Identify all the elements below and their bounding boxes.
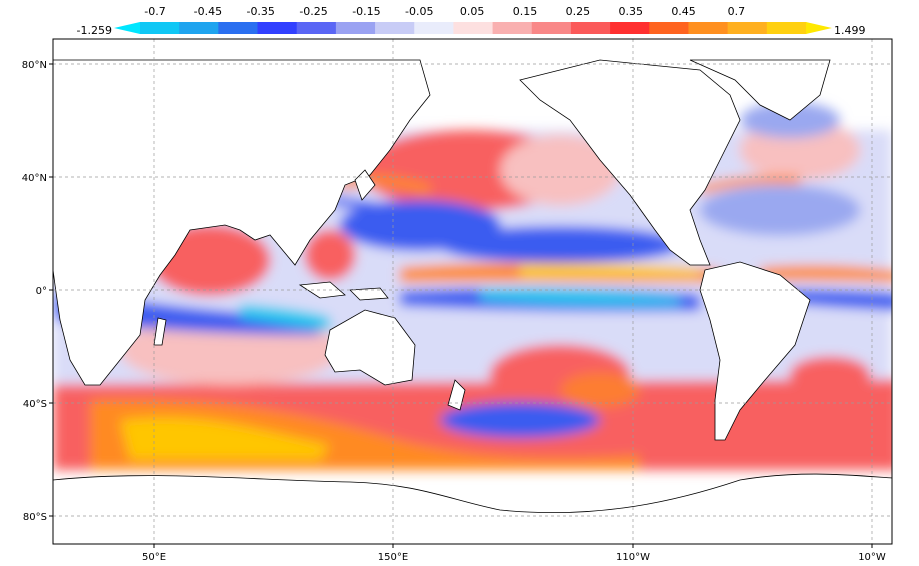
- lat-label-40s: 40°S: [23, 399, 47, 410]
- colorbar-segment: [727, 22, 768, 34]
- indonesia: [298, 281, 346, 299]
- north-america: [519, 59, 741, 266]
- colorbar-tick-label: 0.7: [728, 5, 746, 18]
- colorbar-segment: [492, 22, 533, 34]
- colorbar: -0.7 -0.45 -0.35 -0.25 -0.15 -0.05 0.05 0.15 0.2…: [114, 5, 832, 34]
- colorbar-tick-label: -0.25: [299, 5, 327, 18]
- colorbar-segment: [453, 22, 494, 34]
- colorbar-segment: [649, 22, 689, 34]
- colorbar-segment: [218, 22, 259, 34]
- colorbar-tick-label: 0.15: [513, 5, 538, 18]
- colorbar-high-arrow: [806, 22, 832, 34]
- colorbar-segment: [335, 22, 376, 34]
- colorbar-tick-label: -0.35: [246, 5, 274, 18]
- colorbar-segment: [257, 22, 298, 34]
- eurasia-africa-landmass: [53, 59, 431, 386]
- colorbar-segment: [414, 22, 454, 34]
- colorbar-tick-label: 0.45: [671, 5, 696, 18]
- colorbar-segment: [140, 22, 180, 34]
- colorbar-tick-label: 0.25: [566, 5, 591, 18]
- madagascar: [153, 317, 167, 346]
- colorbar-tick-label: 0.35: [618, 5, 643, 18]
- colorbar-tick-label: -0.05: [405, 5, 433, 18]
- colorbar-segment: [610, 22, 650, 34]
- colorbar-segment: [179, 22, 219, 34]
- colorbar-tick-label: 0.05: [460, 5, 485, 18]
- lon-label-150e: 150°E: [378, 552, 408, 563]
- south-america: [699, 261, 811, 441]
- lon-label-50e: 50°E: [142, 552, 166, 563]
- greenland: [689, 59, 831, 121]
- colorbar-low-arrow: [114, 22, 140, 34]
- japan: [354, 169, 376, 201]
- graticule: [53, 39, 892, 544]
- colorbar-segment: [531, 22, 572, 34]
- antarctica: [53, 473, 892, 544]
- colorbar-tick-label: -0.45: [194, 5, 222, 18]
- new-zealand: [447, 379, 466, 411]
- lat-label-40n: 40°N: [22, 173, 47, 184]
- colorbar-segment: [766, 22, 807, 34]
- colorbar-segment: [688, 22, 729, 34]
- lon-label-10w: 10°W: [858, 552, 886, 563]
- colorbar-segment: [375, 22, 415, 34]
- australia: [324, 309, 416, 386]
- lat-label-80n: 80°N: [22, 60, 47, 71]
- colorbar-max-label: 1.499: [834, 24, 866, 37]
- colorbar-min-label: -1.259: [77, 24, 112, 37]
- land-masses: [53, 59, 892, 544]
- colorbar-tick-label: -0.15: [352, 5, 380, 18]
- colorbar-segment: [296, 22, 337, 34]
- colorbar-segment: [570, 22, 611, 34]
- lon-label-110w: 110°W: [616, 552, 650, 563]
- lat-label-eq: 0°: [36, 286, 47, 297]
- lat-label-80s: 80°S: [23, 512, 47, 523]
- colorbar-tick-label: -0.7: [144, 5, 165, 18]
